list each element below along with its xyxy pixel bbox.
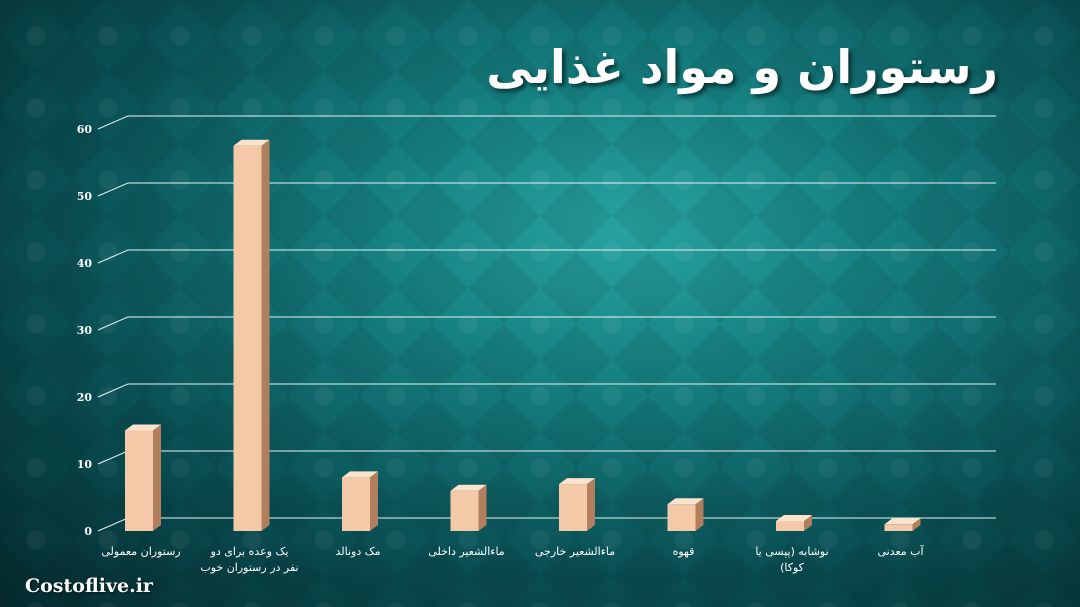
bar (233, 139, 270, 531)
y-tick-label: 40 (77, 257, 93, 270)
y-tick-label: 50 (77, 190, 93, 203)
bar-front (125, 430, 153, 531)
category-label: رستوران معمولی (101, 545, 180, 558)
bar (342, 471, 378, 531)
y-tick-label: 0 (84, 525, 92, 538)
category-label-line: نفر در رستوران خوب (200, 561, 298, 574)
bar-side (587, 478, 595, 531)
gridline-diagonal (97, 249, 129, 264)
bar-top (559, 478, 595, 485)
bar-side (478, 484, 487, 531)
bar-top (233, 139, 270, 146)
watermark: Costoflive.ir (25, 575, 153, 597)
gridline-diagonal (97, 517, 129, 532)
bar-top (776, 514, 812, 521)
y-tick-label: 60 (77, 123, 93, 136)
category-label-line: نوشابه (پپسی یا (755, 545, 828, 558)
bar (776, 514, 812, 531)
bar-front (233, 145, 262, 531)
gridline-diagonal (97, 115, 129, 130)
gridlines (97, 115, 996, 532)
bar-top (342, 471, 378, 478)
category-labels: رستوران معمولی یک وعده برای دو نفر در رستو… (101, 544, 924, 574)
category-label-line: رستوران معمولی (101, 545, 180, 558)
category-label-line: آب معدنی (877, 544, 924, 558)
category-label: مک دونالد (336, 545, 381, 558)
chart-title: رستوران و مواد غذایی (486, 40, 998, 94)
category-label: آب معدنی (877, 544, 924, 558)
y-tick-label: 30 (77, 324, 93, 337)
category-label-line: کوکا) (780, 561, 805, 574)
bar (450, 484, 487, 531)
bar-side (370, 471, 378, 531)
gridline-diagonal (97, 316, 129, 331)
category-label-line: مک دونالد (336, 545, 381, 558)
gridline-diagonal (97, 182, 129, 197)
category-label: یک وعده برای دو نفر در رستوران خوب (200, 545, 298, 574)
category-label-line: ماءالشعیر داخلی (428, 545, 505, 558)
bar-side (912, 518, 921, 531)
bar (125, 424, 161, 531)
bar (884, 518, 921, 531)
y-tick-label: 20 (77, 391, 93, 404)
bar-top (450, 484, 487, 491)
bar-side (261, 139, 270, 531)
bar-front (776, 520, 804, 531)
category-label-line: یک وعده برای دو (210, 545, 289, 558)
bar-side (804, 514, 812, 531)
bars (125, 139, 921, 531)
gridline-diagonal (97, 383, 129, 398)
category-label-line: قهوه (673, 545, 695, 558)
bar-side (153, 424, 161, 531)
bar-front (884, 524, 913, 531)
category-label: ماءالشعیر داخلی (428, 545, 505, 558)
category-label-line: ماءالشعیر خارجی (535, 545, 615, 558)
category-label: قهوه (673, 545, 695, 558)
bar-front (342, 477, 370, 531)
bar (667, 498, 704, 531)
bar-side (695, 498, 704, 531)
bar-front (450, 490, 479, 531)
gridline-diagonal (97, 450, 129, 465)
y-axis-ticks: 0 10 20 30 40 50 60 (77, 123, 93, 538)
bar-top (884, 518, 921, 525)
category-label: ماءالشعیر خارجی (535, 545, 615, 558)
bar-front (559, 484, 587, 531)
bar-front (667, 504, 696, 531)
category-label: نوشابه (پپسی یا کوکا) (755, 545, 828, 574)
bar-top (125, 424, 161, 431)
bar-top (667, 498, 704, 505)
bar (559, 478, 595, 531)
y-tick-label: 10 (77, 458, 93, 471)
